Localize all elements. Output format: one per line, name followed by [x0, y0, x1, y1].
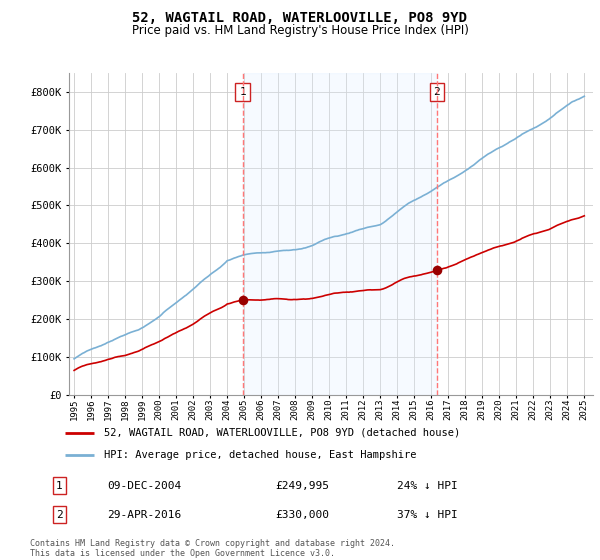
Text: Contains HM Land Registry data © Crown copyright and database right 2024.
This d: Contains HM Land Registry data © Crown c…	[30, 539, 395, 558]
Text: Price paid vs. HM Land Registry's House Price Index (HPI): Price paid vs. HM Land Registry's House …	[131, 24, 469, 37]
Text: £330,000: £330,000	[276, 510, 330, 520]
Text: 2: 2	[56, 510, 62, 520]
Point	[238, 296, 248, 305]
Text: 1: 1	[56, 481, 62, 491]
Text: 24% ↓ HPI: 24% ↓ HPI	[397, 481, 458, 491]
Text: 2: 2	[434, 87, 440, 97]
Text: 1: 1	[239, 87, 246, 97]
Text: £249,995: £249,995	[276, 481, 330, 491]
Text: 09-DEC-2004: 09-DEC-2004	[107, 481, 181, 491]
Point	[432, 265, 442, 274]
Text: HPI: Average price, detached house, East Hampshire: HPI: Average price, detached house, East…	[104, 450, 416, 460]
Text: 29-APR-2016: 29-APR-2016	[107, 510, 181, 520]
Bar	[243, 73, 437, 395]
Text: 52, WAGTAIL ROAD, WATERLOOVILLE, PO8 9YD (detached house): 52, WAGTAIL ROAD, WATERLOOVILLE, PO8 9YD…	[104, 428, 460, 438]
Text: 37% ↓ HPI: 37% ↓ HPI	[397, 510, 458, 520]
Text: 52, WAGTAIL ROAD, WATERLOOVILLE, PO8 9YD: 52, WAGTAIL ROAD, WATERLOOVILLE, PO8 9YD	[133, 11, 467, 25]
